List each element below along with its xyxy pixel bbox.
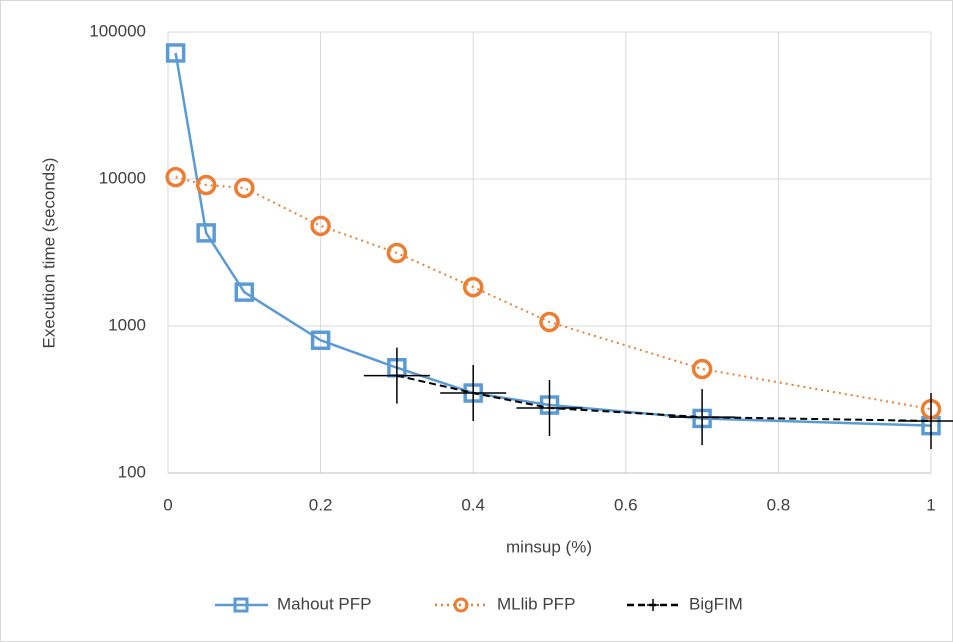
y-tick-label: 100000 xyxy=(89,21,146,40)
legend-marker xyxy=(647,599,659,611)
x-tick-label: 1 xyxy=(926,495,935,514)
marker xyxy=(669,389,736,446)
legend-marker xyxy=(453,597,469,613)
y-tick-label: 10000 xyxy=(99,168,146,187)
x-tick-label: 0.4 xyxy=(461,495,485,514)
marker xyxy=(539,311,560,333)
marker xyxy=(196,223,216,243)
x-axis-label: minsup (%) xyxy=(506,537,592,556)
marker xyxy=(363,347,430,404)
marker xyxy=(165,166,186,188)
series-line xyxy=(175,176,932,411)
marker xyxy=(691,358,713,380)
marker xyxy=(234,177,255,199)
marker xyxy=(310,330,331,350)
x-tick-label: 0 xyxy=(163,495,172,514)
marker xyxy=(310,215,331,237)
x-tick-label: 0.2 xyxy=(309,495,333,514)
y-tick-label: 100 xyxy=(118,462,146,481)
x-tick-label: 0.6 xyxy=(614,495,638,514)
marker xyxy=(234,282,255,302)
legend-label: Mahout PFP xyxy=(277,594,372,613)
legend-label: MLlib PFP xyxy=(497,594,575,613)
marker xyxy=(386,242,408,264)
y-axis-label: Execution time (seconds) xyxy=(39,158,58,349)
marker xyxy=(165,43,186,63)
marker xyxy=(462,276,484,298)
marker xyxy=(195,174,217,196)
x-tick-label: 0.8 xyxy=(767,495,791,514)
legend-marker xyxy=(233,597,249,613)
legend-label: BigFIM xyxy=(689,594,743,613)
y-tick-label: 1000 xyxy=(108,315,146,334)
marker xyxy=(516,379,583,436)
marker xyxy=(898,392,953,449)
marker xyxy=(440,365,507,422)
